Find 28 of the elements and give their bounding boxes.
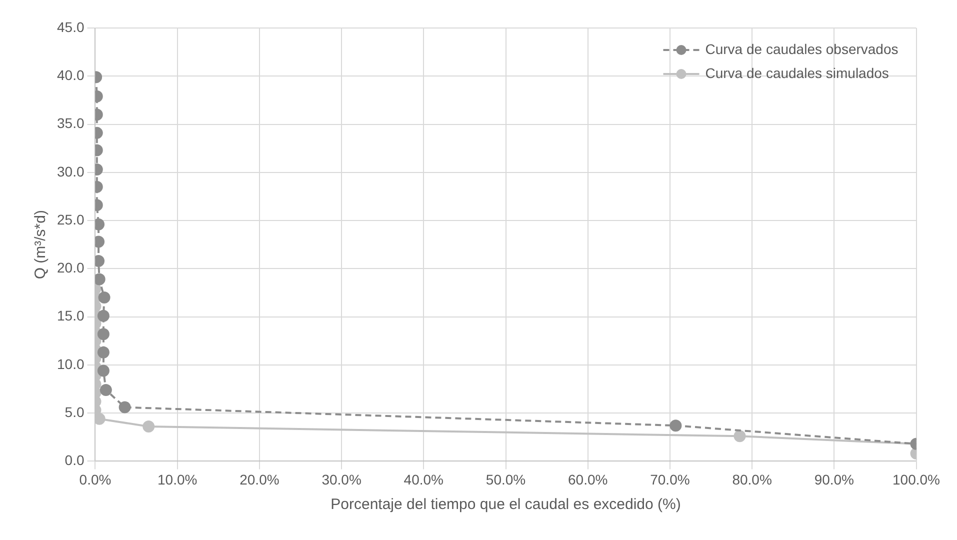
y-tick-label: 40.0 — [57, 66, 84, 83]
x-tick-label: 50.0% — [486, 471, 526, 488]
x-axis-title: Porcentaje del tiempo que el caudal es excedido (%) — [330, 496, 681, 514]
x-tick-label: 20.0% — [240, 471, 280, 488]
y-tick-label: 35.0 — [57, 115, 84, 132]
y-tick-label: 25.0 — [57, 211, 84, 228]
x-tick-label: 30.0% — [322, 471, 362, 488]
point — [95, 254, 105, 267]
x-tick-label: 60.0% — [568, 471, 608, 488]
y-tick-label: 30.0 — [57, 163, 84, 180]
y-tick-label: 5.0 — [64, 404, 84, 420]
x-tick-label: 90.0% — [814, 471, 854, 488]
x-tick-label: 40.0% — [404, 471, 444, 488]
y-tick-label: 45.0 — [57, 18, 84, 35]
point — [95, 218, 105, 230]
x-tick-label: 80.0% — [732, 471, 772, 488]
x-tick-label: 10.0% — [158, 471, 198, 488]
y-tick-label: 15.0 — [57, 308, 84, 324]
point — [95, 236, 105, 248]
y-tick-label: 10.0 — [57, 356, 84, 372]
legend-label: Curva de caudales observados — [705, 40, 898, 57]
y-axis-title: Q (m³/s*d) — [32, 210, 50, 280]
x-tick-label: 70.0% — [650, 471, 690, 488]
y-tick-label: 0.0 — [64, 452, 84, 468]
y-tick-label: 20.0 — [57, 260, 84, 276]
x-tick-label: 0.0% — [79, 471, 112, 488]
legend-label: Curva de caudales simulados — [705, 64, 889, 81]
x-tick-label: 100.0% — [892, 471, 940, 488]
